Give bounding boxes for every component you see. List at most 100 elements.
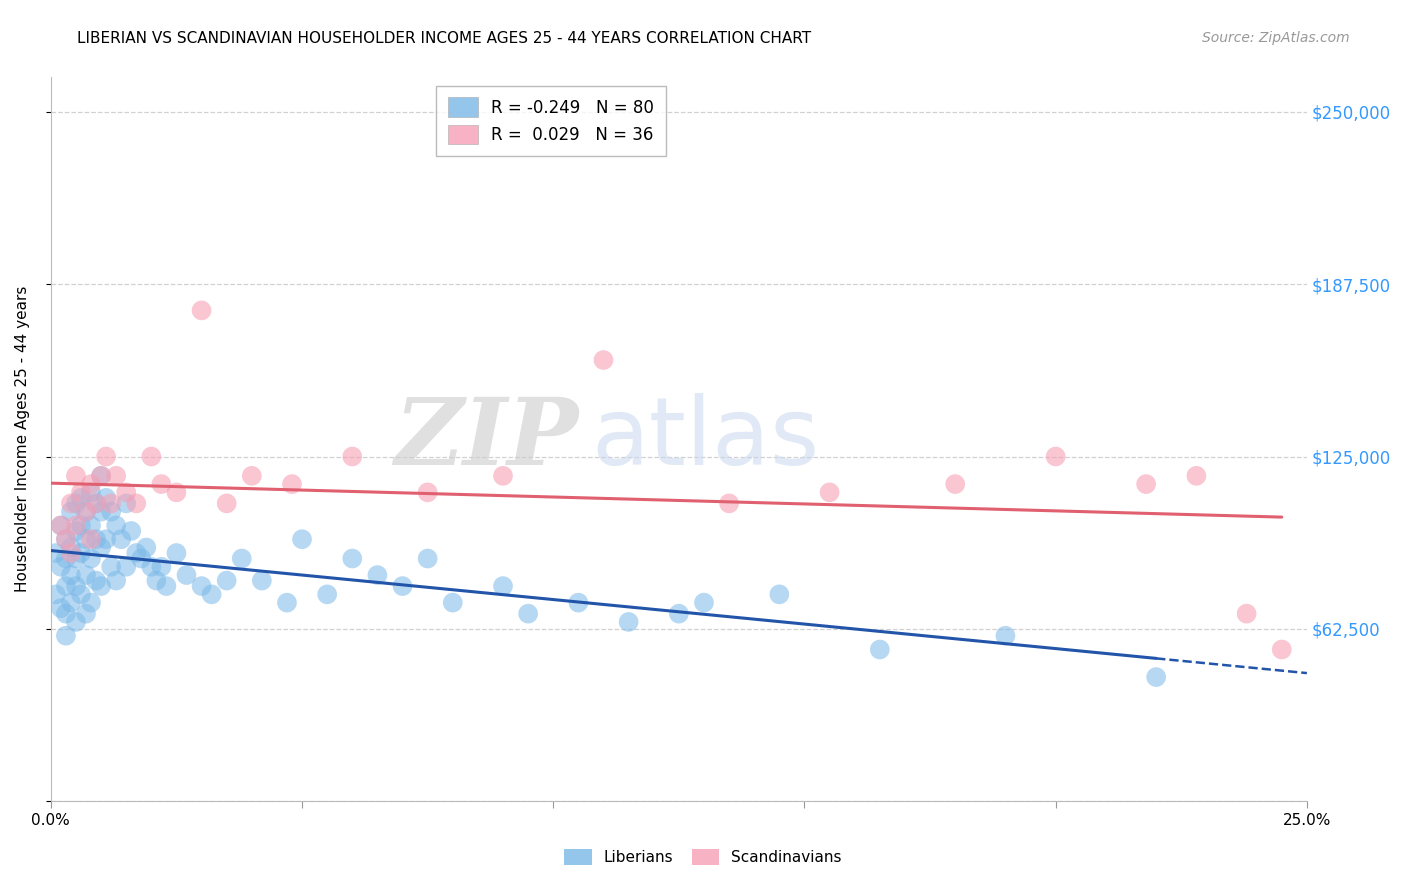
Point (80, 551, 103, 566)
Point (90, 579, 112, 593)
Point (617, 615, 640, 629)
Point (818, 485, 841, 500)
Point (49, 518, 72, 533)
Point (75, 533, 97, 547)
Point (94, 450, 117, 464)
Point (59, 596, 82, 610)
Point (65, 615, 87, 629)
Point (70, 587, 93, 601)
Point (215, 574, 238, 588)
Point (59, 541, 82, 555)
Point (342, 450, 364, 464)
Point (55, 551, 77, 566)
Point (366, 568, 388, 582)
Point (201, 587, 224, 601)
Point (869, 642, 891, 657)
Point (80, 477, 103, 491)
Point (1236, 607, 1258, 621)
Point (492, 468, 515, 483)
Text: ZIP: ZIP (394, 394, 578, 484)
Point (80, 485, 103, 500)
Point (55, 629, 77, 643)
Point (49, 559, 72, 574)
Text: Source: ZipAtlas.com: Source: ZipAtlas.com (1202, 31, 1350, 45)
Point (55, 607, 77, 621)
Point (94, 491, 117, 505)
Point (115, 496, 138, 510)
Point (342, 551, 364, 566)
Point (84, 496, 107, 510)
Point (90, 505, 112, 519)
Point (80, 533, 103, 547)
Point (176, 568, 198, 582)
Point (281, 477, 304, 491)
Point (80, 596, 103, 610)
Point (1271, 642, 1294, 657)
Point (49, 601, 72, 615)
Point (943, 477, 966, 491)
Point (49, 518, 72, 533)
Point (276, 596, 298, 610)
Point (693, 596, 716, 610)
Point (65, 496, 87, 510)
Point (70, 485, 93, 500)
Point (190, 579, 212, 593)
Point (125, 546, 148, 560)
Point (55, 533, 77, 547)
Point (65, 551, 87, 566)
Point (165, 485, 187, 500)
Y-axis label: Householder Income Ages 25 - 44 years: Householder Income Ages 25 - 44 years (15, 286, 30, 592)
Point (65, 468, 87, 483)
Point (59, 496, 82, 510)
Point (129, 551, 152, 566)
Point (1135, 477, 1157, 491)
Point (75, 505, 97, 519)
Point (115, 559, 138, 574)
Point (135, 541, 157, 555)
Point (120, 524, 142, 538)
Point (100, 505, 122, 519)
Point (65, 518, 87, 533)
Point (291, 533, 314, 547)
Point (59, 546, 82, 560)
Point (416, 485, 439, 500)
Point (668, 607, 690, 621)
Point (94, 533, 117, 547)
Point (105, 518, 128, 533)
Point (75, 568, 97, 582)
Point (718, 496, 741, 510)
Point (55, 579, 77, 593)
Point (145, 574, 167, 588)
Point (141, 559, 163, 574)
Point (105, 574, 128, 588)
Point (65, 524, 87, 538)
Point (90, 468, 112, 483)
Point (45, 546, 67, 560)
Point (65, 579, 87, 593)
Point (316, 587, 339, 601)
Point (84, 533, 107, 547)
Point (517, 607, 540, 621)
Point (141, 450, 163, 464)
Point (215, 496, 238, 510)
Legend: R = -0.249   N = 80, R =  0.029   N = 36: R = -0.249 N = 80, R = 0.029 N = 36 (436, 86, 665, 156)
Point (75, 505, 97, 519)
Point (391, 579, 413, 593)
Point (492, 579, 515, 593)
Point (231, 551, 253, 566)
Point (150, 477, 173, 491)
Point (240, 468, 263, 483)
Point (75, 607, 97, 621)
Point (70, 546, 93, 560)
Point (59, 568, 82, 582)
Point (250, 574, 273, 588)
Point (110, 533, 132, 547)
Point (84, 496, 107, 510)
Point (768, 587, 790, 601)
Point (90, 541, 112, 555)
Point (150, 559, 173, 574)
Point (125, 496, 148, 510)
Point (115, 485, 138, 500)
Point (1185, 468, 1208, 483)
Point (70, 491, 93, 505)
